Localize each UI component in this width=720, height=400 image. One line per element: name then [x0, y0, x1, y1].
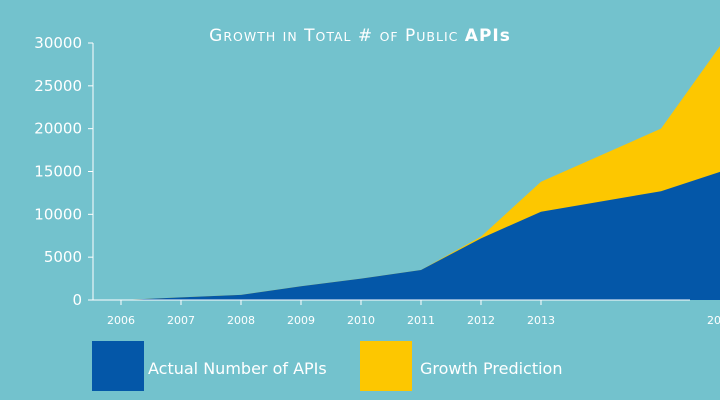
x-tick-label: 2011: [407, 314, 435, 327]
x-tick-label: 2009: [287, 314, 315, 327]
y-tick-label: 10000: [34, 205, 82, 223]
x-tick-layer: 2006 2007 2008 2009 2010 2011 2012 2013 2016: [107, 300, 720, 327]
y-tick-label: 30000: [34, 34, 82, 52]
y-tick-label: 0: [72, 291, 82, 309]
series-area-actual: [121, 171, 720, 300]
y-tick-label: 15000: [34, 163, 82, 181]
legend-swatch-prediction: [360, 341, 412, 391]
x-tick-label: 2013: [527, 314, 555, 327]
y-tick-label: 25000: [34, 77, 82, 95]
series-layer: [121, 46, 720, 300]
legend: Actual Number of APIs Growth Prediction: [92, 341, 562, 391]
x-tick-label: 2016: [707, 314, 720, 327]
y-tick-label: 20000: [34, 120, 82, 138]
chart-title: GROWTH IN TOTAL # OF PUBLIC APIs: [209, 26, 511, 46]
x-tick-label: 2007: [167, 314, 195, 327]
y-tick-layer: 0 5000 10000 15000 20000 25000 30000: [34, 34, 93, 309]
x-tick-label: 2006: [107, 314, 135, 327]
x-tick-label: 2010: [347, 314, 375, 327]
legend-label-prediction: Growth Prediction: [420, 359, 562, 378]
legend-label-actual: Actual Number of APIs: [148, 359, 327, 378]
x-tick-label: 2008: [227, 314, 255, 327]
y-tick-label: 5000: [44, 248, 82, 266]
x-tick-label: 2012: [467, 314, 495, 327]
legend-swatch-actual: [92, 341, 144, 391]
